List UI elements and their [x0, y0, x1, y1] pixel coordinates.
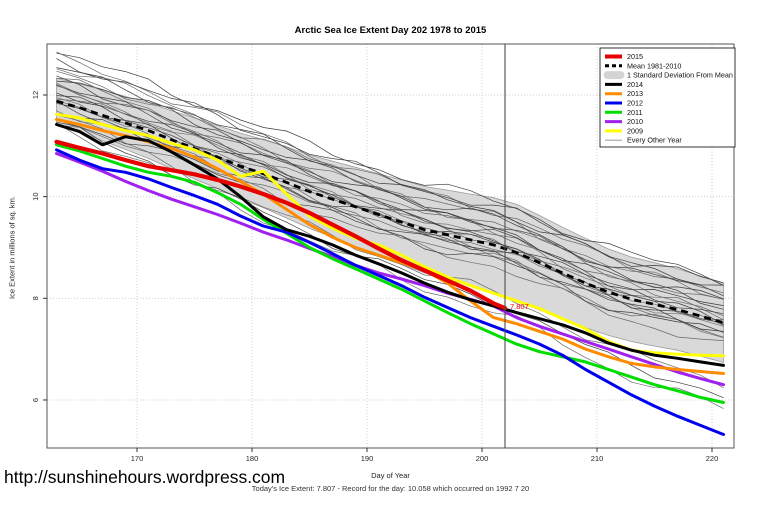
- other-year-line: [56, 70, 724, 300]
- series-2012-line: [55, 148, 725, 436]
- y-tick-label: 8: [31, 296, 40, 300]
- series-2010-line: [55, 152, 725, 387]
- y-axis-label: Ice Extent in millions of sq. km.: [7, 196, 17, 299]
- site-url-link[interactable]: http://sunshinehours.wordpress.com: [4, 467, 286, 487]
- other-year-line: [56, 97, 724, 326]
- legend-item-mean-1981-2010: Mean 1981-2010: [605, 61, 681, 70]
- x-tick-label: 170: [131, 454, 144, 463]
- legend-box: [599, 47, 736, 148]
- legend-item-label: 2011: [627, 108, 642, 117]
- series-2013-line: [55, 117, 725, 375]
- other-year-line: [56, 82, 724, 321]
- x-tick-label: 220: [706, 454, 719, 463]
- y-tick-label: 12: [31, 91, 40, 99]
- other-year-line: [56, 75, 724, 300]
- x-axis-label: Day of Year: [371, 471, 410, 480]
- y-tick-label: 6: [31, 398, 40, 402]
- legend-item-label: 2009: [627, 126, 643, 135]
- legend-item-label: 2014: [627, 80, 643, 89]
- legend-item-every-other-year: Every Other Year: [605, 136, 682, 145]
- chart-title: Arctic Sea Ice Extent Day 202 1978 to 20…: [294, 25, 487, 36]
- legend-item-label: 2015: [627, 52, 643, 61]
- other-year-line: [56, 51, 724, 294]
- other-year-line: [56, 67, 724, 286]
- other-year-line: [56, 85, 724, 310]
- legend-item-label: Every Other Year: [627, 136, 682, 145]
- other-year-line: [56, 92, 724, 306]
- axis-ticks: [43, 94, 713, 452]
- other-year-line: [56, 84, 724, 321]
- series-2014-line: [55, 123, 725, 367]
- legend-band-swatch: [603, 71, 625, 80]
- legend-item-label: 2013: [627, 89, 643, 98]
- footer-caption: Today's Ice Extent: 7.807 - Record for t…: [251, 484, 530, 493]
- mean-line: [56, 99, 724, 325]
- other-year-line: [56, 58, 724, 284]
- series-2015-line: [54, 139, 508, 311]
- marker-value-label: 7.807: [510, 302, 529, 311]
- legend-item-label: Mean 1981-2010: [627, 61, 681, 70]
- x-tick-label: 190: [361, 454, 374, 463]
- legend-item-2012: 2012: [605, 99, 643, 108]
- legend-item-label: 2012: [627, 99, 643, 108]
- legend-item-label: 1 Standard Deviation From Mean: [627, 71, 733, 80]
- other-year-line: [56, 77, 724, 317]
- legend-item-2015: 2015: [605, 52, 643, 61]
- x-tick-label: 210: [591, 454, 604, 463]
- other-year-line: [56, 80, 724, 297]
- plot-border: [46, 43, 735, 449]
- legend-item-2011: 2011: [605, 108, 642, 117]
- legend-item-2010: 2010: [605, 117, 643, 126]
- series-2011-line: [55, 143, 725, 404]
- legend-item-2014: 2014: [605, 80, 643, 89]
- other-year-line: [56, 52, 724, 286]
- legend-item-1-standard-deviation-from-mean: 1 Standard Deviation From Mean: [603, 71, 733, 80]
- y-tick-label: 10: [31, 192, 40, 200]
- x-tick-label: 200: [476, 454, 489, 463]
- other-year-line: [56, 114, 724, 341]
- legend-item-label: 2010: [627, 117, 643, 126]
- x-tick-label: 180: [246, 454, 259, 463]
- legend-item-2009: 2009: [605, 126, 643, 135]
- legend-item-2013: 2013: [605, 89, 643, 98]
